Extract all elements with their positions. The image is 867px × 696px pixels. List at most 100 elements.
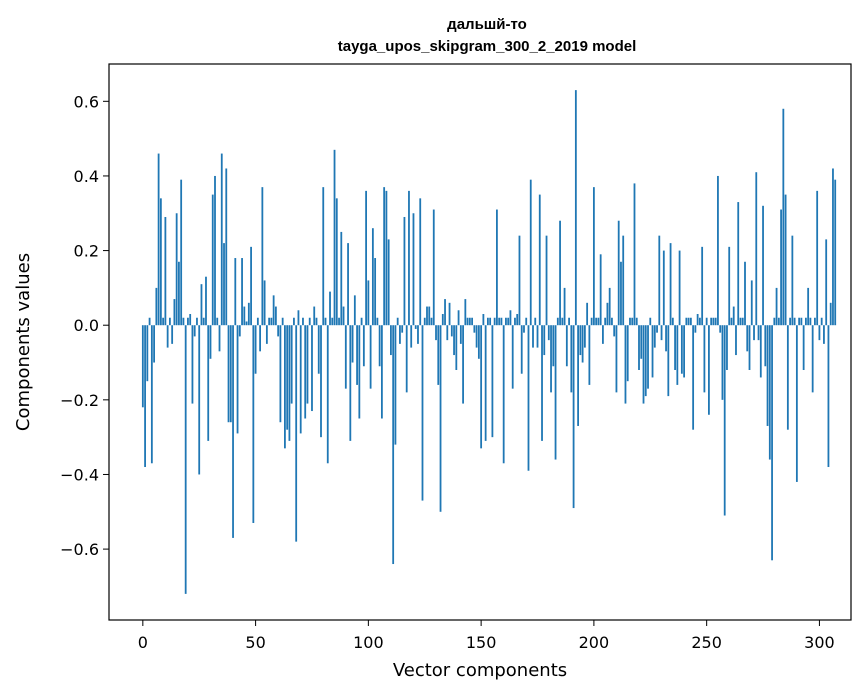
bar-274 bbox=[759, 325, 762, 378]
bar-84 bbox=[331, 317, 334, 326]
bar-283 bbox=[780, 209, 782, 326]
bar-26 bbox=[200, 284, 203, 326]
bar-248 bbox=[701, 246, 704, 326]
bar-170 bbox=[525, 317, 528, 326]
bar-73 bbox=[306, 325, 309, 404]
x-tick-label: 100 bbox=[353, 633, 384, 652]
bar-250 bbox=[705, 317, 708, 326]
bar-148 bbox=[475, 325, 478, 348]
bar-240 bbox=[683, 325, 685, 378]
bar-37 bbox=[225, 168, 228, 326]
x-tick-label: 250 bbox=[691, 633, 722, 652]
bar-286 bbox=[786, 325, 789, 430]
bar-185 bbox=[559, 220, 561, 326]
bar-167 bbox=[518, 235, 521, 326]
plot-frame bbox=[108, 63, 852, 621]
bar-232 bbox=[665, 325, 667, 352]
bar-119 bbox=[410, 325, 413, 348]
bar-284 bbox=[782, 108, 785, 326]
y-axis-label: Components values bbox=[13, 253, 34, 431]
bar-54 bbox=[263, 280, 266, 326]
bar-85 bbox=[333, 149, 336, 326]
bar-110 bbox=[390, 325, 392, 356]
bar-260 bbox=[728, 246, 731, 326]
bar-67 bbox=[293, 317, 295, 326]
bar-235 bbox=[671, 317, 674, 326]
bar-121 bbox=[414, 325, 417, 329]
y-tick-label: 0.6 bbox=[74, 92, 99, 111]
bar-213 bbox=[622, 235, 625, 326]
bar-36 bbox=[223, 243, 225, 326]
bar-158 bbox=[498, 317, 501, 326]
bar-200 bbox=[592, 187, 595, 326]
bar-252 bbox=[710, 317, 713, 326]
bar-168 bbox=[520, 325, 523, 374]
bar-65 bbox=[288, 325, 291, 441]
bar-175 bbox=[536, 325, 539, 348]
bar-100 bbox=[367, 280, 370, 326]
bar-162 bbox=[507, 317, 510, 326]
bar-127 bbox=[428, 306, 431, 326]
bar-224 bbox=[647, 325, 649, 389]
bar-10 bbox=[164, 216, 167, 326]
y-tick-label: −0.6 bbox=[60, 540, 99, 559]
bar-223 bbox=[644, 325, 647, 397]
bar-159 bbox=[500, 317, 503, 326]
bar-264 bbox=[737, 202, 740, 326]
bar-181 bbox=[550, 325, 552, 393]
y-tick-label: −0.2 bbox=[60, 391, 99, 410]
bar-216 bbox=[629, 317, 631, 326]
bar-257 bbox=[721, 325, 724, 400]
bar-142 bbox=[462, 325, 464, 404]
bar-51 bbox=[256, 317, 259, 326]
bar-132 bbox=[439, 325, 442, 512]
bar-180 bbox=[547, 325, 550, 341]
bar-245 bbox=[694, 325, 697, 333]
bar-227 bbox=[653, 325, 656, 348]
bar-13 bbox=[171, 325, 174, 344]
bar-3 bbox=[148, 317, 151, 326]
bar-22 bbox=[191, 325, 194, 404]
bar-206 bbox=[606, 302, 609, 326]
bar-90 bbox=[344, 325, 347, 389]
bar-201 bbox=[595, 317, 598, 326]
bar-238 bbox=[678, 250, 681, 326]
bar-88 bbox=[340, 231, 343, 326]
y-tick-label: 0.2 bbox=[74, 242, 99, 261]
x-axis-label: Vector components bbox=[393, 660, 567, 681]
bar-275 bbox=[762, 205, 764, 326]
bar-280 bbox=[773, 317, 776, 326]
bar-171 bbox=[527, 325, 530, 471]
bar-256 bbox=[719, 325, 722, 333]
bar-293 bbox=[802, 325, 805, 370]
x-axis-ticks: 0 50 100 150 200 250 300 bbox=[138, 620, 835, 652]
bar-179 bbox=[545, 235, 548, 326]
bar-107 bbox=[383, 187, 386, 326]
bar-152 bbox=[484, 325, 487, 441]
bar-60 bbox=[277, 325, 280, 337]
bar-49 bbox=[252, 325, 255, 523]
bar-98 bbox=[362, 325, 365, 367]
bar-222 bbox=[642, 325, 645, 404]
bar-46 bbox=[245, 321, 248, 326]
bar-190 bbox=[570, 325, 573, 393]
bar-131 bbox=[437, 325, 440, 385]
bar-91 bbox=[347, 243, 349, 326]
bar-105 bbox=[378, 325, 381, 367]
bar-133 bbox=[441, 314, 444, 326]
bar-75 bbox=[311, 325, 313, 412]
bar-61 bbox=[279, 325, 282, 423]
bar-137 bbox=[450, 325, 453, 337]
y-axis-ticks: −0.6 −0.4 −0.2 0.0 0.2 0.4 0.6 bbox=[60, 92, 109, 559]
bar-272 bbox=[755, 172, 758, 326]
bar-187 bbox=[563, 287, 566, 326]
bar-86 bbox=[335, 198, 338, 326]
bar-59 bbox=[274, 306, 277, 326]
bar-278 bbox=[768, 325, 771, 460]
bar-14 bbox=[173, 299, 176, 326]
x-tick-label: 150 bbox=[466, 633, 497, 652]
bar-63 bbox=[284, 325, 286, 449]
bar-296 bbox=[809, 317, 812, 326]
bar-71 bbox=[302, 317, 304, 326]
bar-243 bbox=[689, 317, 692, 326]
